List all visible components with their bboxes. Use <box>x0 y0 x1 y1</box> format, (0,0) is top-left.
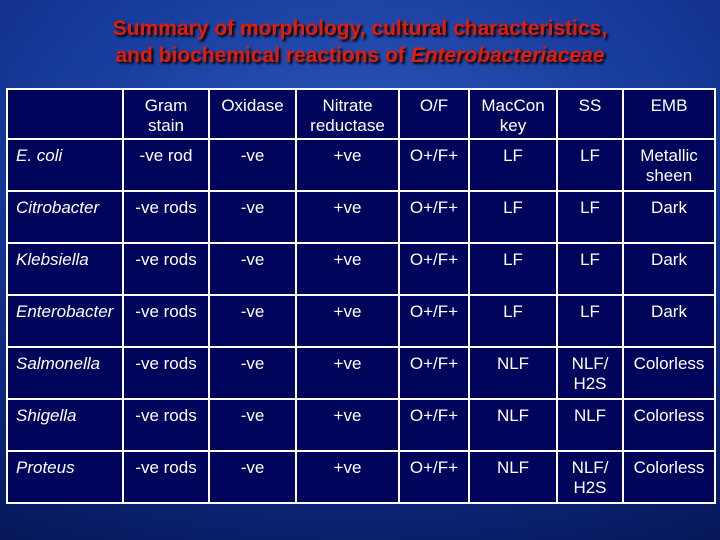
col-header-of: O/F <box>398 88 470 140</box>
table-cell: -ve <box>208 190 297 244</box>
title-line-2: and biochemical reactions of Enterobacte… <box>0 42 720 69</box>
table-cell: NLF <box>468 398 558 452</box>
table-cell: +ve <box>295 138 400 192</box>
table-row-enterobacter: Enterobacter -ve rods -ve +ve O+/F+ LF L… <box>6 294 716 348</box>
row-label-enterobacter: Enterobacter <box>6 294 124 348</box>
table-cell: O+/F+ <box>398 450 470 504</box>
summary-table: Gram stain Oxidase Nitrate reductase O/F… <box>6 88 716 504</box>
table-cell: -ve <box>208 346 297 400</box>
table-cell: NLF <box>556 398 624 452</box>
table-cell: Dark <box>622 190 716 244</box>
table-cell: -ve rod <box>122 138 210 192</box>
table-cell: NLF <box>468 450 558 504</box>
table-cell: -ve <box>208 398 297 452</box>
table-cell: LF <box>468 190 558 244</box>
table-cell: LF <box>556 242 624 296</box>
table-cell: +ve <box>295 450 400 504</box>
table-cell: O+/F+ <box>398 190 470 244</box>
table-cell: LF <box>556 138 624 192</box>
table-row-shigella: Shigella -ve rods -ve +ve O+/F+ NLF NLF … <box>6 398 716 452</box>
title-line-1: Summary of morphology, cultural characte… <box>112 17 608 40</box>
col-header-gram-stain: Gram stain <box>122 88 210 140</box>
row-label-proteus: Proteus <box>6 450 124 504</box>
row-label-shigella: Shigella <box>6 398 124 452</box>
table-cell: O+/F+ <box>398 398 470 452</box>
table-cell: +ve <box>295 190 400 244</box>
table-cell: LF <box>468 294 558 348</box>
table-row-e-coli: E. coli -ve rod -ve +ve O+/F+ LF LF Meta… <box>6 138 716 192</box>
table-cell: +ve <box>295 242 400 296</box>
table-cell: +ve <box>295 346 400 400</box>
row-label-citrobacter: Citrobacter <box>6 190 124 244</box>
table-cell: Colorless <box>622 450 716 504</box>
row-label-e-coli: E. coli <box>6 138 124 192</box>
table-cell: -ve rods <box>122 450 210 504</box>
table-row-klebsiella: Klebsiella -ve rods -ve +ve O+/F+ LF LF … <box>6 242 716 296</box>
row-label-klebsiella: Klebsiella <box>6 242 124 296</box>
col-header-oxidase: Oxidase <box>208 88 297 140</box>
table-cell: O+/F+ <box>398 242 470 296</box>
table-cell: LF <box>556 190 624 244</box>
table-cell: Dark <box>622 294 716 348</box>
table-cell: O+/F+ <box>398 294 470 348</box>
table-cell: Metallic sheen <box>622 138 716 192</box>
col-header-macconkey: MacCon key <box>468 88 558 140</box>
table-cell: LF <box>468 242 558 296</box>
col-header-nitrate-reductase: Nitrate reductase <box>295 88 400 140</box>
table-cell: LF <box>468 138 558 192</box>
table-cell: -ve rods <box>122 190 210 244</box>
table-row-proteus: Proteus -ve rods -ve +ve O+/F+ NLF NLF/ … <box>6 450 716 504</box>
row-label-salmonella: Salmonella <box>6 346 124 400</box>
col-header-ss: SS <box>556 88 624 140</box>
col-header-emb: EMB <box>622 88 716 140</box>
table-header-row: Gram stain Oxidase Nitrate reductase O/F… <box>6 88 716 140</box>
table-cell: -ve rods <box>122 398 210 452</box>
table-cell: -ve <box>208 138 297 192</box>
table-cell: -ve <box>208 242 297 296</box>
table-row-citrobacter: Citrobacter -ve rods -ve +ve O+/F+ LF LF… <box>6 190 716 244</box>
corner-cell <box>6 88 124 140</box>
table-cell: -ve rods <box>122 294 210 348</box>
table-row-salmonella: Salmonella -ve rods -ve +ve O+/F+ NLF NL… <box>6 346 716 400</box>
table-cell: -ve rods <box>122 346 210 400</box>
table-cell: O+/F+ <box>398 346 470 400</box>
title-line-2-italic: Enterobacteriaceae <box>410 44 605 68</box>
table-cell: NLF <box>468 346 558 400</box>
table-cell: -ve rods <box>122 242 210 296</box>
table-cell: +ve <box>295 398 400 452</box>
table-cell: +ve <box>295 294 400 348</box>
table-cell: -ve <box>208 450 297 504</box>
title-line-2-text: and biochemical reactions of <box>115 44 411 68</box>
table-cell: NLF/ H2S <box>556 450 624 504</box>
slide-title: Summary of morphology, cultural characte… <box>0 15 720 70</box>
table-cell: LF <box>556 294 624 348</box>
table-cell: O+/F+ <box>398 138 470 192</box>
table-cell: -ve <box>208 294 297 348</box>
table-cell: Colorless <box>622 398 716 452</box>
table-cell: Colorless <box>622 346 716 400</box>
table-cell: Dark <box>622 242 716 296</box>
table-cell: NLF/ H2S <box>556 346 624 400</box>
